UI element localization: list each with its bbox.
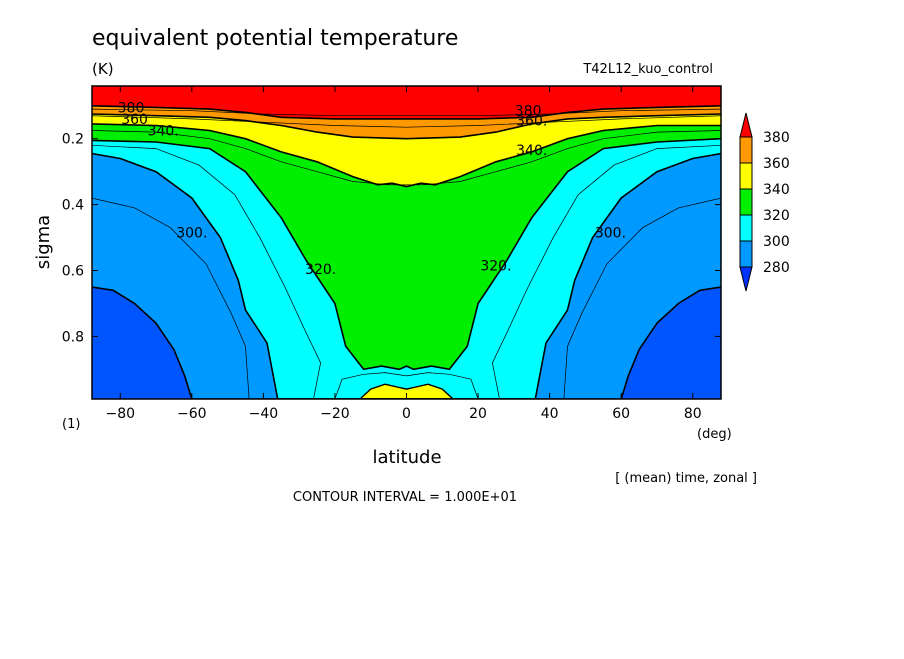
contour-290 xyxy=(92,197,250,399)
contour-label: 360. xyxy=(516,114,547,130)
colorbar-label: 340 xyxy=(763,182,790,198)
contour-330 xyxy=(92,130,721,186)
contour-label: 380 xyxy=(118,100,145,116)
contour-label: 300. xyxy=(595,226,626,242)
x-tick-label: 20 xyxy=(469,406,487,422)
colorbar-arrow-top xyxy=(739,112,753,138)
units-label: (K) xyxy=(92,60,114,78)
x-tick-label: −40 xyxy=(249,406,279,422)
contour-350 xyxy=(92,115,721,128)
colorbar: 380 360 340 320 300 280 xyxy=(739,112,790,292)
x-tick-label: 40 xyxy=(541,406,559,422)
x-tick-label: −20 xyxy=(320,406,350,422)
plot-area xyxy=(92,86,721,399)
x-tick-label: −80 xyxy=(105,406,135,422)
contour-lines xyxy=(92,105,721,399)
y-tick-label: 0.4 xyxy=(62,198,84,214)
band-fill-300 xyxy=(92,153,721,399)
contour-label: 380 xyxy=(515,104,542,120)
colorbar-label: 280 xyxy=(763,260,790,276)
band-fill-bump xyxy=(358,383,455,399)
colorbar-swatch xyxy=(739,214,753,242)
contour-340 xyxy=(92,123,721,188)
colorbar-arrow-bottom xyxy=(739,266,753,292)
colorbar-label: 320 xyxy=(763,208,790,224)
x-axis-label: latitude xyxy=(372,447,441,468)
x-tick-label: −60 xyxy=(177,406,207,422)
contour-label: 360 xyxy=(121,112,148,128)
contour-label: 320. xyxy=(480,259,511,275)
x-axis: −80 −60 −40 −20 0 20 40 60 80 xyxy=(105,86,702,422)
colorbar-swatch xyxy=(739,136,753,164)
contour-280 xyxy=(92,286,721,399)
contour-310 xyxy=(492,144,721,399)
contour-370 xyxy=(92,108,721,117)
y-axis-label: sigma xyxy=(33,215,54,269)
x-tick-label: 80 xyxy=(684,406,702,422)
contour-label: 340. xyxy=(516,143,547,159)
contour-320 xyxy=(92,137,721,371)
colorbar-swatch xyxy=(739,162,753,190)
contour-label: 320. xyxy=(305,262,336,278)
y-axis: 0.2 0.4 0.6 0.8 xyxy=(62,132,721,345)
contour-330 xyxy=(334,372,479,399)
contour-label: 340. xyxy=(148,123,179,139)
contour-interval-label: CONTOUR INTERVAL = 1.000E+01 xyxy=(293,490,517,505)
colorbar-label: 380 xyxy=(763,130,790,146)
average-note: [ (mean) time, zonal ] xyxy=(615,471,757,486)
colorbar-label: 300 xyxy=(763,234,790,250)
contour-290 xyxy=(563,197,721,399)
colorbar-label: 360 xyxy=(763,156,790,172)
chart-title: equivalent potential temperature xyxy=(92,26,458,51)
x-unit-label: (deg) xyxy=(697,427,732,442)
x-tick-label: 60 xyxy=(612,406,630,422)
run-name-label: T42L12_kuo_control xyxy=(582,62,713,77)
y-tick-label: 0.8 xyxy=(62,329,84,345)
band-fill-280 xyxy=(92,287,721,399)
contour-360 xyxy=(92,113,721,140)
y-tick-label: 0.2 xyxy=(62,132,84,148)
y-tick-label: 0.6 xyxy=(62,264,84,280)
contour-310 xyxy=(92,144,321,399)
colorbar-swatch xyxy=(739,188,753,216)
contour-380 xyxy=(92,105,721,120)
contour-300 xyxy=(92,152,721,399)
contour-label: 300. xyxy=(176,226,207,242)
x-tick-label: 0 xyxy=(402,406,411,422)
colorbar-swatch xyxy=(739,240,753,268)
y-unit-label: (1) xyxy=(62,417,80,432)
